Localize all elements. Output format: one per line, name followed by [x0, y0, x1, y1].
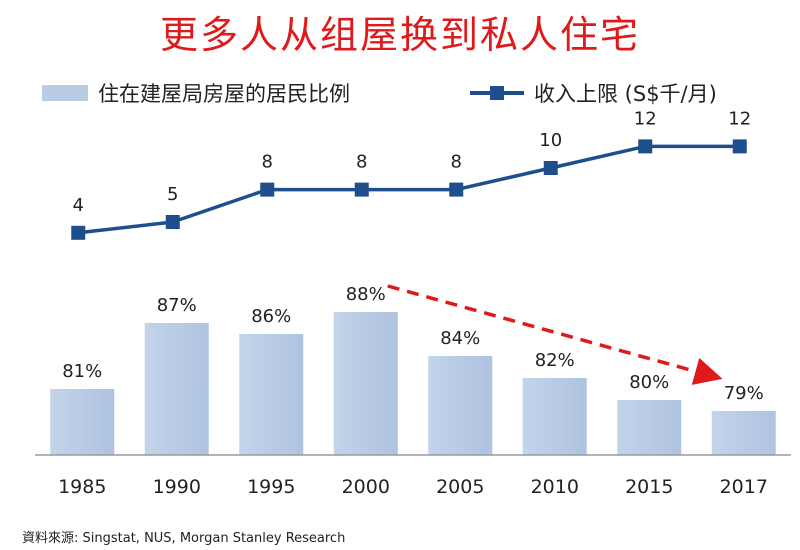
line-marker-2000 [354, 182, 369, 197]
income-line [78, 144, 740, 235]
line-label-2005: 8 [451, 152, 462, 173]
bar-label-2017: 79% [724, 383, 764, 404]
x-tick-1985: 1985 [58, 476, 106, 498]
x-tick-2017: 2017 [720, 476, 768, 498]
legend-line-swatch [470, 83, 524, 103]
line-label-2010: 10 [539, 130, 562, 151]
bar-2005 [428, 356, 493, 455]
x-tick-2010: 2010 [531, 476, 579, 498]
line-marker-2010 [543, 161, 558, 175]
bar-label-1990: 87% [157, 295, 197, 316]
bar-label-2005: 84% [440, 328, 480, 349]
line-marker-1995 [260, 182, 275, 197]
x-tick-1990: 1990 [153, 476, 201, 498]
trend-arrow [387, 284, 723, 385]
line-marker-2017 [732, 139, 747, 154]
legend-item-line: 收入上限 (S$千/月) [470, 78, 717, 108]
bar-1990 [144, 323, 209, 455]
line-label-2017: 12 [728, 108, 751, 129]
bar-label-2010: 82% [535, 350, 575, 371]
line-label-1995: 8 [262, 152, 273, 173]
source-note: 資料來源: Singstat, NUS, Morgan Stanley Rese… [22, 531, 346, 546]
bar-2015 [617, 400, 682, 455]
legend-bar-label: 住在建屋局房屋的居民比例 [98, 82, 350, 106]
line-label-2015: 12 [634, 108, 657, 129]
x-tick-2000: 2000 [342, 476, 390, 498]
line-label-2000: 8 [356, 152, 367, 173]
bar-label-1995: 86% [251, 306, 291, 327]
bar-2010 [522, 378, 587, 455]
bar-2000 [333, 312, 398, 455]
line-label-1990: 5 [167, 184, 178, 205]
bar-label-1985: 81% [62, 361, 102, 382]
line-label-1985: 4 [73, 195, 84, 216]
line-marker-1985 [71, 225, 86, 240]
bar-1985 [50, 389, 115, 455]
x-tick-1995: 1995 [247, 476, 295, 498]
bar-2017 [711, 411, 776, 455]
bar-label-2000: 88% [346, 284, 386, 305]
bar-label-2015: 80% [629, 372, 669, 393]
chart-title: 更多人从组屋换到私人住宅 [159, 13, 640, 57]
bar-1995 [239, 334, 304, 455]
line-marker-2005 [449, 182, 464, 197]
legend-bar-swatch [42, 85, 88, 101]
line-marker-2015 [638, 139, 653, 154]
legend-line-label: 收入上限 (S$千/月) [534, 82, 717, 106]
x-tick-2005: 2005 [436, 476, 484, 498]
x-tick-2015: 2015 [625, 476, 673, 498]
legend-item-bar: 住在建屋局房屋的居民比例 [42, 78, 350, 108]
line-marker-1990 [165, 215, 180, 229]
